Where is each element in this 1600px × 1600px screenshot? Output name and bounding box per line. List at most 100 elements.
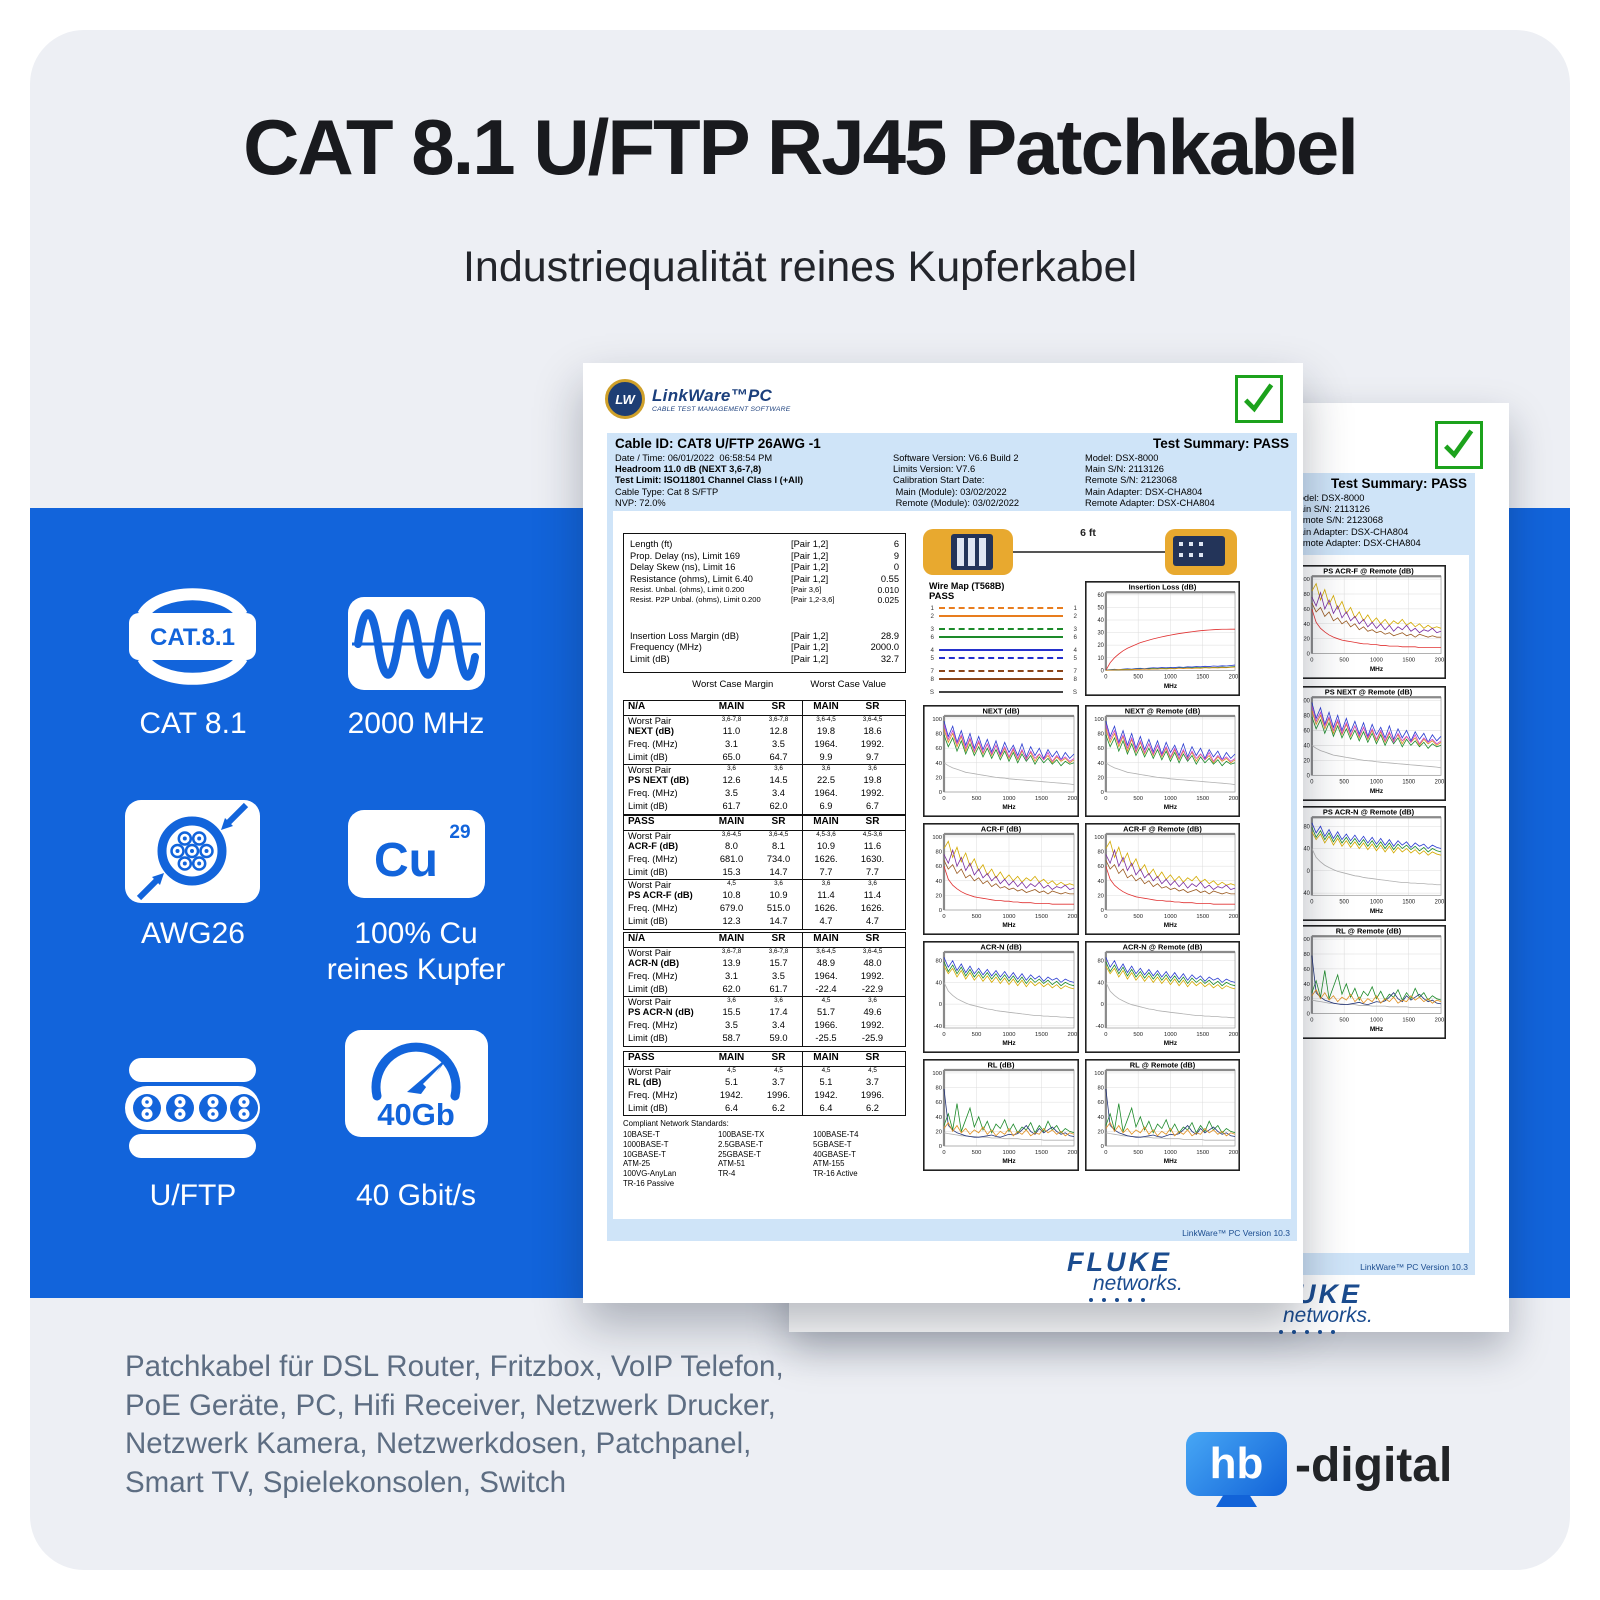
svg-text:0: 0 — [1307, 869, 1311, 875]
table-row: Freq. (MHz) 681.0 734.0 1626. 1630. — [624, 853, 905, 867]
svg-text:40: 40 — [936, 1115, 942, 1121]
table-row: Resistance (ohms), Limit 6.40 [Pair 1,2] 0… — [630, 573, 899, 584]
svg-text:2000: 2000 — [1435, 1018, 1446, 1024]
svg-text:Insertion Loss (dB): Insertion Loss (dB) — [1129, 583, 1197, 592]
svg-text:0: 0 — [942, 914, 945, 920]
svg-text:0: 0 — [1307, 652, 1311, 658]
result-group: Worst Pair 3,6-4,5 3,6-4,5 4,5-3,6 4,5-3,6 AC… — [624, 831, 905, 880]
chart-ps-next-remote: PS NEXT @ Remote (dB) 0 20 40 60 80 100 0 500 100… — [1291, 686, 1446, 801]
svg-text:80: 80 — [1303, 592, 1310, 598]
svg-text:60: 60 — [1097, 1100, 1103, 1106]
text-line: Remote S/N: 2123068 — [1085, 475, 1177, 486]
svg-text:40: 40 — [1303, 743, 1310, 749]
feature-label-40gbit: 40 Gbit/s — [355, 1179, 477, 1212]
svg-text:100: 100 — [1300, 937, 1310, 943]
svg-text:1500: 1500 — [1402, 779, 1416, 785]
text-line: Test Limit: ISO11801 Channel Class I (+A… — [615, 475, 804, 486]
svg-text:80: 80 — [936, 1086, 942, 1092]
svg-text:1000: 1000 — [1370, 779, 1384, 785]
svg-text:PS NEXT @ Remote (dB): PS NEXT @ Remote (dB) — [1325, 688, 1413, 697]
fluke-networks-logo: FLUKE networks. — [1067, 1247, 1183, 1302]
table-row: Limit (dB) 65.0 64.7 9.9 9.7 — [624, 751, 905, 765]
svg-text:500: 500 — [1133, 674, 1143, 680]
table-row: Freq. (MHz) 3.5 3.4 1966. 1992. — [624, 1020, 905, 1033]
svg-text:ACR-N @ Remote (dB): ACR-N @ Remote (dB) — [1123, 942, 1203, 951]
svg-text:100: 100 — [1094, 717, 1104, 723]
svg-text:500: 500 — [972, 1150, 982, 1156]
svg-text:2000: 2000 — [1068, 1032, 1079, 1038]
table-row: Limit (dB) 15.3 14.7 7.7 7.7 — [624, 866, 905, 880]
table-row: 10BASE-T 100BASE-TX 100BASE-T4 — [623, 1130, 859, 1139]
text-line: Main Adapter: DSX-CHA804 — [1291, 526, 1409, 537]
svg-text:2000: 2000 — [1229, 796, 1240, 802]
text-line: Model: DSX-8000 — [1291, 493, 1365, 503]
chart-next: NEXT (dB) 0 20 40 60 80 100 0 500 1000 1500 2000 MHz — [923, 705, 1079, 817]
chart-rl-remote: RL @ Remote (dB) 0 20 40 60 80 100 0 500 1000 1500… — [1085, 1059, 1240, 1171]
table-row: 10GBASE-T 25GBASE-T 40GBASE-T — [623, 1149, 856, 1159]
chart-insertion-loss: Insertion Loss (dB) 0 10 20 30 40 50 60 0 500 1000… — [1085, 581, 1240, 696]
svg-text:40: 40 — [1097, 980, 1103, 986]
svg-text:0: 0 — [1101, 790, 1104, 796]
svg-text:0: 0 — [1310, 1018, 1314, 1024]
svg-text:0: 0 — [1104, 674, 1108, 680]
table-row: Worst Pair 3,6-7,8 3,6-7,8 3,6-4,5 3,6-4,5 — [628, 948, 883, 958]
svg-text:40Gb: 40Gb — [377, 1097, 455, 1132]
fluke-logo-dots — [1279, 1330, 1373, 1334]
svg-text:1500: 1500 — [1196, 796, 1209, 802]
svg-text:40: 40 — [1097, 761, 1103, 767]
svg-text:PS ACR-F @ Remote (dB): PS ACR-F @ Remote (dB) — [1323, 567, 1414, 576]
svg-text:MHz: MHz — [1002, 922, 1016, 929]
svg-text:CAT.8.1: CAT.8.1 — [150, 624, 235, 651]
svg-text:0: 0 — [939, 1144, 942, 1150]
svg-text:MHz: MHz — [1164, 804, 1177, 811]
text-line: Remote S/N: 2123068 — [1291, 515, 1383, 526]
chart-rl-remote-back: RL @ Remote (dB) 0 20 40 60 80 100 0 500 1000 1500… — [1291, 925, 1446, 1039]
table-row: PS ACR-N (dB) 15.5 17.4 51.7 49.6 — [624, 1007, 905, 1021]
svg-text:0: 0 — [1101, 1002, 1104, 1008]
pass-check-icon — [1235, 375, 1283, 423]
svg-text:80: 80 — [1303, 952, 1310, 958]
text-line: Smart TV, Spielekonsolen, Switch — [125, 1465, 567, 1499]
pass-check-icon — [1435, 421, 1483, 469]
svg-text:80: 80 — [1097, 732, 1103, 738]
table-row: Length (ft) [Pair 1,2] 6 — [630, 539, 899, 549]
svg-text:1500: 1500 — [1196, 674, 1210, 680]
svg-text:0: 0 — [1104, 1150, 1107, 1156]
svg-text:1500: 1500 — [1196, 1032, 1209, 1038]
svg-text:20: 20 — [936, 1129, 942, 1135]
svg-text:500: 500 — [972, 914, 982, 920]
svg-text:MHz: MHz — [1164, 683, 1178, 690]
svg-text:1500: 1500 — [1196, 914, 1209, 920]
svg-text:80: 80 — [936, 732, 942, 738]
text-line: Date / Time: 06/01/2022 06:58:54 PM — [615, 453, 773, 463]
table-row: 1000BASE-T 2.5GBASE-T 5GBASE-T — [623, 1139, 852, 1149]
svg-text:2000: 2000 — [1435, 779, 1446, 785]
table-row: PASS MAIN SR MAIN SR — [624, 1052, 905, 1067]
svg-text:1500: 1500 — [1035, 1150, 1048, 1156]
svg-text:MHz: MHz — [1370, 666, 1384, 673]
svg-text:60: 60 — [1097, 746, 1103, 752]
table-row: Freq. (MHz) 3.1 3.5 1964. 1992. — [624, 970, 905, 984]
table-row: N/A MAIN SR MAIN SR — [624, 701, 905, 716]
svg-text:1000: 1000 — [1370, 1018, 1384, 1024]
summary-table: Length (ft) [Pair 1,2] 6 Prop. Delay (ns), … — [623, 533, 906, 673]
linkware-logo: LW LinkWare™PC CABLE TEST MANAGEMENT SOF… — [605, 379, 790, 419]
svg-text:30: 30 — [1097, 631, 1104, 637]
svg-text:40: 40 — [1303, 846, 1310, 852]
svg-text:1000: 1000 — [1164, 796, 1177, 802]
feature-label-awg26: AWG26 — [141, 917, 245, 950]
svg-text:-40: -40 — [1096, 1024, 1104, 1030]
svg-text:40: 40 — [1097, 1115, 1103, 1121]
svg-text:100: 100 — [1094, 835, 1104, 841]
chart-acrf-remote: ACR-F @ Remote (dB) 0 20 40 60 80 100 0 500 1000 1… — [1085, 823, 1240, 935]
svg-text:1500: 1500 — [1196, 1150, 1209, 1156]
table-row: RL (dB) 5.1 3.7 5.1 3.7 — [624, 1077, 905, 1090]
svg-text:500: 500 — [1339, 899, 1349, 905]
svg-text:0: 0 — [939, 790, 942, 796]
table-row: Resist. Unbal. (ohms), Limit 0.200 [Pair … — [630, 585, 899, 596]
svg-text:0: 0 — [1104, 1032, 1107, 1038]
svg-text:0: 0 — [942, 1150, 945, 1156]
